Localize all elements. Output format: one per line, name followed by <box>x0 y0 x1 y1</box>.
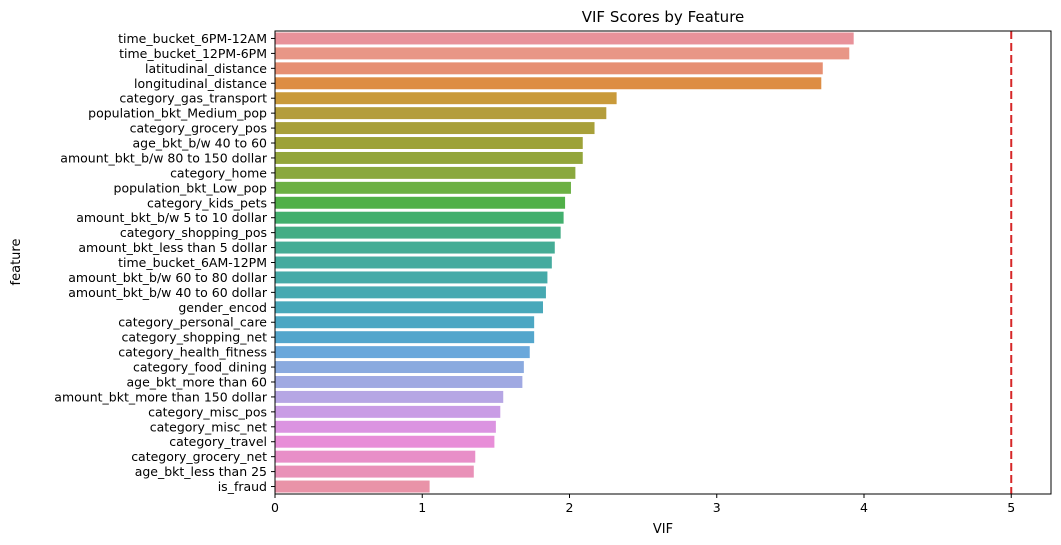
y-tick-label: category_health_fitness <box>118 345 267 360</box>
x-axis-label: VIF <box>653 522 673 537</box>
y-tick-label: age_bkt_b/w 40 to 60 <box>132 136 267 151</box>
bar-15 <box>275 256 552 269</box>
x-tick-layer: 0 1 2 3 4 5 <box>271 494 1015 515</box>
y-tick-label: population_bkt_Low_pop <box>114 180 268 195</box>
y-tick-label: time_bucket_12PM-6PM <box>119 46 267 61</box>
bar-5 <box>275 107 607 120</box>
bar-11 <box>275 196 566 209</box>
y-tick-label: category_food_dining <box>133 360 267 375</box>
bar-20 <box>275 331 535 344</box>
y-tick-label: amount_bkt_b/w 40 to 60 dollar <box>68 285 268 300</box>
bar-14 <box>275 241 555 254</box>
bar-19 <box>275 316 535 329</box>
y-tick-label: longitudinal_distance <box>134 76 267 91</box>
y-tick-label: time_bucket_6AM-12PM <box>118 255 267 270</box>
bar-1 <box>275 47 850 60</box>
bar-22 <box>275 361 524 374</box>
y-tick-label: category_travel <box>169 434 267 449</box>
bar-4 <box>275 92 617 105</box>
y-tick-label: category_kids_pets <box>147 195 267 210</box>
bar-10 <box>275 181 571 194</box>
y-tick-layer: time_bucket_6PM-12AMtime_bucket_12PM-6PM… <box>54 31 275 494</box>
y-tick-label: latitudinal_distance <box>145 61 267 76</box>
bar-25 <box>275 405 501 418</box>
bar-30 <box>275 480 430 493</box>
bar-8 <box>275 151 583 164</box>
bar-27 <box>275 435 495 448</box>
y-tick-label: amount_bkt_more than 150 dollar <box>54 389 268 404</box>
y-tick-label: gender_encod <box>178 300 267 315</box>
y-tick-label: category_misc_pos <box>148 404 267 419</box>
bars-layer <box>275 32 854 493</box>
chart-title: VIF Scores by Feature <box>582 8 745 26</box>
bar-17 <box>275 286 546 299</box>
bar-3 <box>275 77 822 90</box>
bar-0 <box>275 32 854 45</box>
y-axis-label: feature <box>9 239 24 286</box>
plot-frame <box>274 30 1052 495</box>
x-tick-label: 0 <box>271 500 279 515</box>
y-tick-label: category_personal_care <box>118 315 267 330</box>
y-tick-label: category_gas_transport <box>119 91 267 106</box>
y-tick-label: amount_bkt_b/w 80 to 150 dollar <box>60 150 268 165</box>
y-tick-label: amount_bkt_less than 5 dollar <box>78 240 267 255</box>
y-tick-label: population_bkt_Medium_pop <box>88 106 267 121</box>
bar-23 <box>275 376 523 388</box>
bar-12 <box>275 211 564 224</box>
bar-26 <box>275 420 496 433</box>
y-tick-label: category_shopping_net <box>121 330 267 345</box>
x-tick-label: 1 <box>418 500 426 515</box>
y-tick-label: category_home <box>170 165 267 180</box>
y-tick-label: age_bkt_more than 60 <box>127 374 268 389</box>
bar-18 <box>275 301 543 314</box>
y-tick-label: category_grocery_net <box>131 449 267 464</box>
bar-2 <box>275 62 823 75</box>
x-tick-label: 2 <box>566 500 574 515</box>
bar-29 <box>275 465 474 478</box>
bar-24 <box>275 390 504 403</box>
x-tick-label: 3 <box>713 500 721 515</box>
y-tick-label: category_shopping_pos <box>120 225 267 240</box>
x-tick-label: 4 <box>860 500 868 515</box>
bar-21 <box>275 346 530 359</box>
y-tick-label: age_bkt_less than 25 <box>135 464 267 479</box>
x-tick-label: 5 <box>1007 500 1015 515</box>
y-tick-label: time_bucket_6PM-12AM <box>118 31 267 46</box>
y-tick-label: is_fraud <box>218 479 267 494</box>
y-tick-label: category_grocery_pos <box>130 121 267 136</box>
y-tick-label: category_misc_net <box>150 419 267 434</box>
bar-28 <box>275 450 476 463</box>
y-tick-label: amount_bkt_b/w 60 to 80 dollar <box>68 270 268 285</box>
bar-6 <box>275 122 595 135</box>
bar-13 <box>275 226 561 239</box>
y-tick-label: amount_bkt_b/w 5 to 10 dollar <box>76 210 268 225</box>
bar-9 <box>275 166 576 179</box>
bar-16 <box>275 271 548 284</box>
bar-7 <box>275 137 583 149</box>
